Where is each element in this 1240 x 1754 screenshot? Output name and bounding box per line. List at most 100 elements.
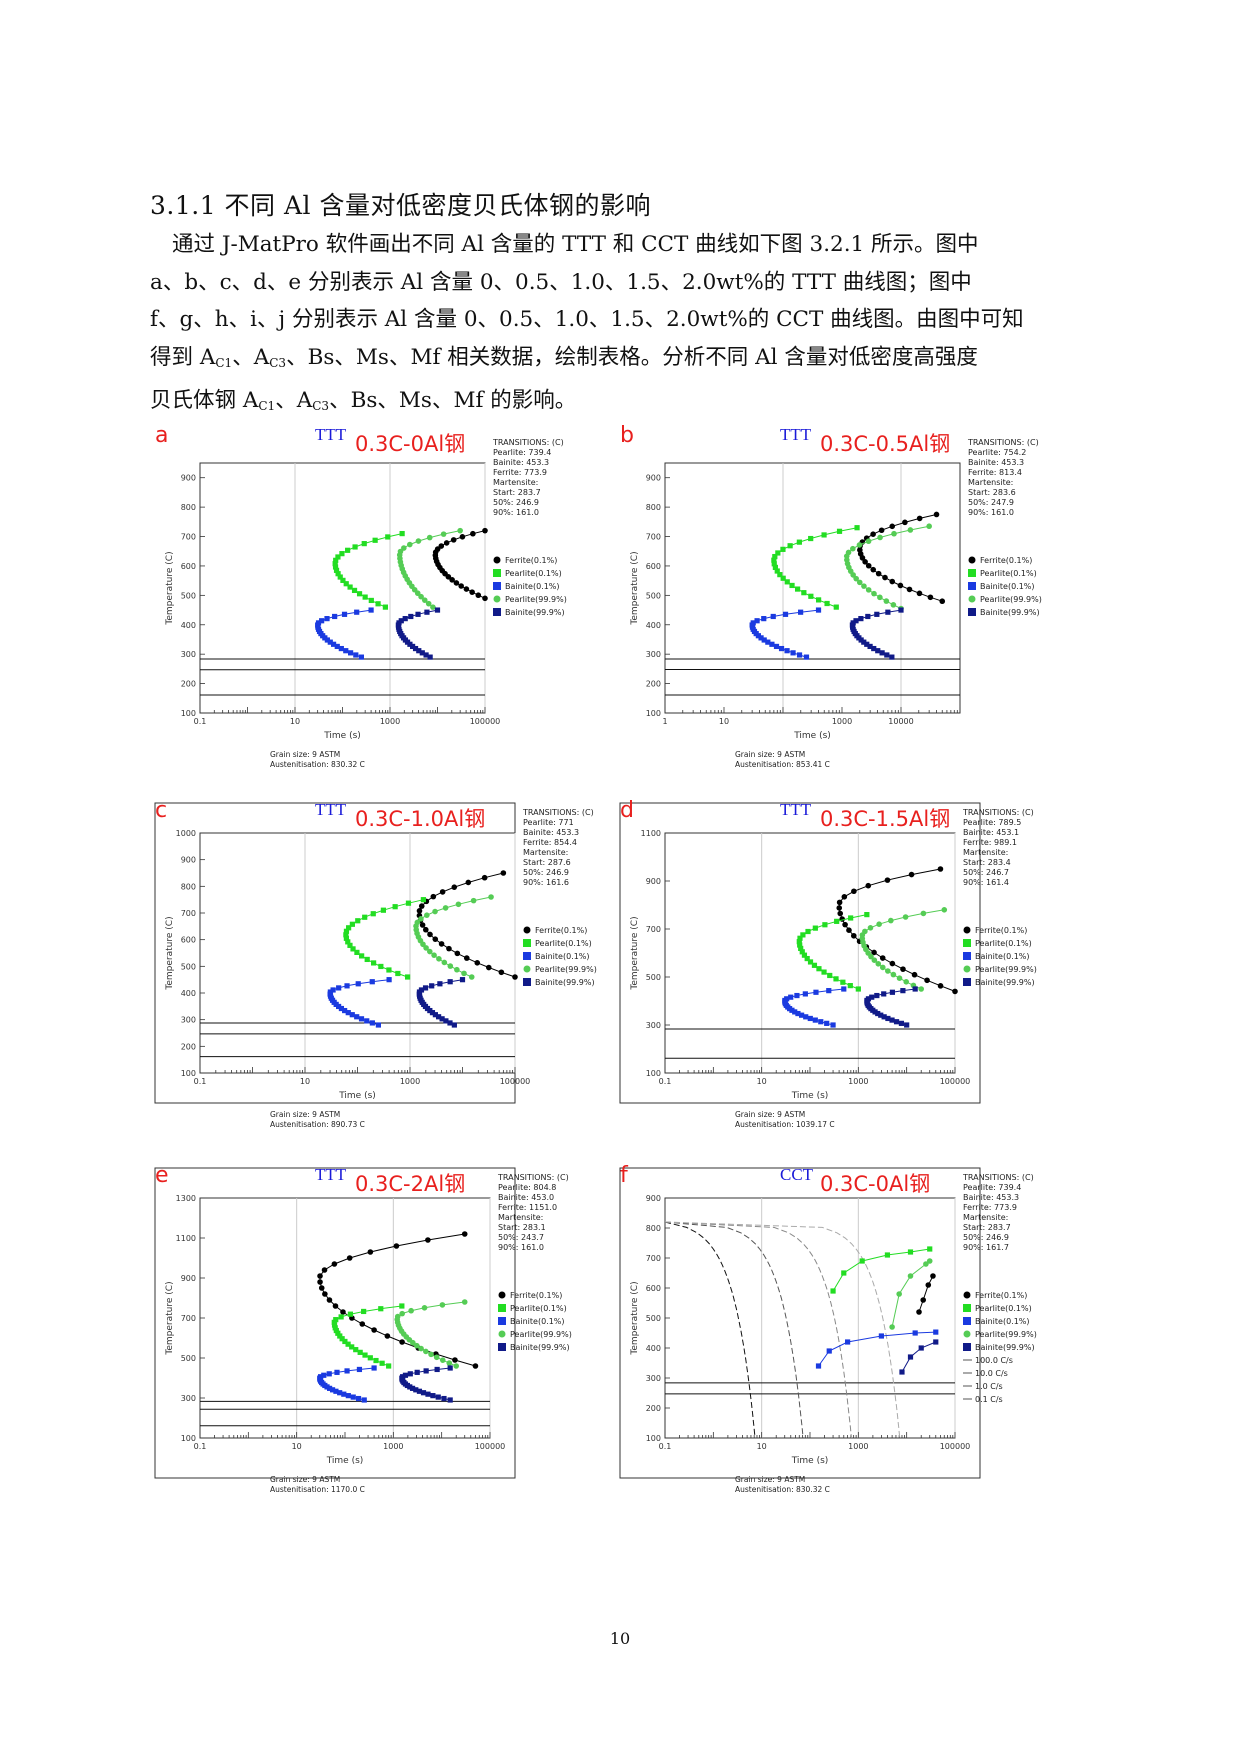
curve-point (889, 654, 895, 660)
curve-point (847, 983, 853, 989)
curve-point (881, 1014, 887, 1020)
curve-point (455, 901, 462, 908)
curve-point (853, 575, 859, 582)
curve-point (326, 1371, 332, 1377)
curve-point (434, 1366, 440, 1373)
curve-point (436, 1014, 442, 1020)
curve-point (889, 989, 896, 995)
curve-point (799, 949, 805, 955)
transition-text: Start: 283.1 (498, 1223, 546, 1232)
curve-point (879, 650, 885, 656)
curve-point (469, 589, 475, 595)
transition-text: Ferrite: 854.4 (523, 838, 577, 847)
curve-point (407, 641, 413, 647)
curve-point (461, 1231, 468, 1237)
curve-point (459, 533, 466, 540)
curve-point (343, 935, 349, 941)
curve-point (468, 974, 475, 980)
curve-point (952, 988, 958, 995)
transition-text: Bainite: 453.3 (493, 458, 549, 467)
curve-point (317, 1273, 323, 1279)
curve-point (407, 1384, 413, 1390)
curve-point (351, 587, 358, 594)
curve-point (435, 1394, 441, 1400)
cooling-curve (664, 1221, 756, 1439)
curve-point (364, 1018, 370, 1024)
legend-marker (968, 556, 976, 564)
legend-label: Ferrite(0.1%) (980, 556, 1032, 565)
curve-point (878, 1333, 884, 1339)
curve-point (780, 575, 786, 581)
curve-point (777, 572, 783, 578)
curve-point (865, 613, 871, 620)
transition-text: Pearlite: 739.4 (963, 1183, 1021, 1192)
curve-point (432, 936, 439, 942)
curve-point (927, 1246, 933, 1252)
cooling-curve (664, 1221, 804, 1439)
curve-point (345, 1341, 351, 1347)
curve-point (386, 977, 392, 983)
transition-text: Martensite: (963, 1213, 1008, 1222)
y-tick-label: 300 (181, 1394, 196, 1403)
curve-point (862, 558, 868, 565)
curve-point (790, 650, 796, 656)
curve-point (876, 921, 882, 927)
figure-border (619, 1167, 981, 1479)
x-axis-label: Time (s) (323, 731, 361, 741)
legend-marker (968, 582, 976, 590)
y-tick-label: 900 (181, 856, 196, 865)
curve-point (349, 1344, 355, 1350)
curve-point (903, 979, 910, 985)
curve-point (428, 1351, 434, 1358)
x-tick-label: 1000 (400, 1077, 420, 1086)
curve-point (871, 645, 877, 652)
curve-point (896, 1291, 902, 1297)
curve-point (402, 1372, 409, 1378)
curve-point (933, 1339, 939, 1345)
plot-area (664, 832, 956, 1074)
curve-point (335, 571, 341, 577)
curve-point (404, 974, 411, 980)
curve-point (441, 959, 448, 966)
legend-label: Pearlite(99.9%) (510, 1330, 572, 1339)
curve-point (430, 1393, 436, 1399)
curve-point (371, 1327, 377, 1333)
curve-point (875, 648, 881, 654)
curve-point (801, 952, 808, 958)
chart-title-a: 0.3C-0Al钢 (355, 432, 466, 456)
transition-text: Ferrite: 1151.0 (498, 1203, 557, 1212)
curve-point (423, 945, 429, 951)
transition-text: Martensite: (493, 478, 538, 487)
y-tick-label: 1000 (176, 829, 196, 838)
curve-point (409, 1385, 416, 1391)
legend-label: Pearlite(99.9%) (975, 965, 1037, 974)
paragraph-line-1: 通过 J-MatPro 软件画出不同 Al 含量的 TTT 和 CCT 曲线如下… (172, 232, 979, 257)
curve-point (423, 652, 429, 658)
x-tick-label: 10 (719, 717, 729, 726)
curve-point (874, 992, 880, 999)
curve-point (800, 932, 806, 938)
transition-text: Start: 283.7 (493, 488, 541, 497)
curve-point (343, 648, 349, 654)
curve-point (470, 530, 476, 537)
figure-footer: Austenitisation: 1170.0 C (270, 1485, 365, 1494)
curve-point (439, 1302, 446, 1308)
legend-label: Bainite(0.1%) (975, 952, 1030, 961)
curve-point (805, 928, 811, 935)
y-tick-label: 900 (646, 877, 661, 886)
y-tick-label: 500 (181, 962, 196, 971)
legend-label: Pearlite(99.9%) (505, 595, 567, 604)
curve-point (332, 561, 338, 567)
curve-point (354, 949, 360, 955)
curve-point (891, 530, 897, 537)
curve-point (358, 654, 365, 660)
curve-point (399, 1339, 405, 1345)
curve-point (782, 611, 789, 617)
curve-point (885, 609, 891, 615)
figure-footer: Austenitisation: 830.32 C (270, 760, 365, 769)
curve-point (865, 882, 872, 889)
legend-label: Bainite(0.1%) (980, 582, 1035, 591)
y-tick-label: 600 (646, 562, 661, 571)
curve-point (329, 1387, 336, 1393)
curve-point (378, 963, 384, 970)
